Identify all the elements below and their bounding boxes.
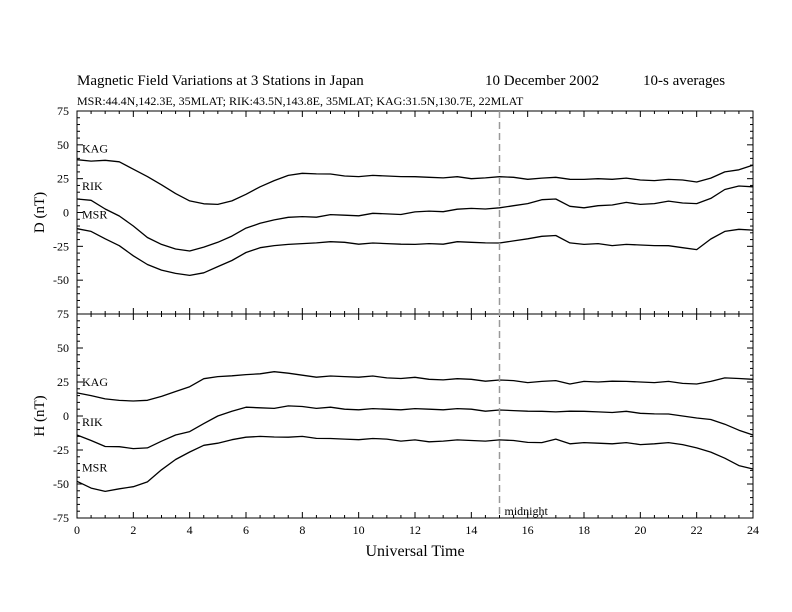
series-label-rik: RIK [82, 415, 103, 429]
series-line-kag [76, 371, 754, 402]
x-tick-label: 14 [465, 523, 477, 537]
x-tick-label: 16 [522, 523, 534, 537]
x-tick-label: 4 [187, 523, 193, 537]
x-tick-label: 10 [353, 523, 365, 537]
x-tick-label: 6 [243, 523, 249, 537]
series-label-msr: MSR [82, 208, 107, 222]
y-tick-label: 0 [63, 206, 69, 220]
y-tick-label: -50 [53, 477, 69, 491]
y-axis-label: H (nT) [32, 395, 48, 436]
series-line-kag [76, 159, 754, 206]
x-axis-label: Universal Time [365, 543, 464, 560]
station-coordinates: MSR:44.4N,142.3E, 35MLAT; RIK:43.5N,143.… [77, 94, 524, 108]
y-tick-label: 75 [57, 307, 69, 321]
y-tick-label: 25 [57, 375, 69, 389]
chart-title: Magnetic Field Variations at 3 Stations … [77, 73, 364, 89]
y-tick-label: 50 [57, 138, 69, 152]
series-label-rik: RIK [82, 179, 103, 193]
series-line-msr [76, 228, 754, 277]
y-tick-label: 50 [57, 341, 69, 355]
series-label-msr: MSR [82, 460, 107, 474]
panel-frame [76, 313, 754, 519]
y-tick-label: -25 [53, 239, 69, 253]
y-axis-label: D (nT) [32, 192, 48, 233]
series-line-rik [76, 185, 754, 252]
y-tick-label: 75 [57, 104, 69, 118]
series-label-kag: KAG [82, 375, 108, 389]
chart-date: 10 December 2002 [485, 73, 600, 89]
x-tick-label: 24 [747, 523, 759, 537]
x-tick-label: 12 [409, 523, 421, 537]
series-label-kag: KAG [82, 142, 108, 156]
midnight-label: midnight [505, 504, 549, 518]
y-tick-label: -75 [53, 511, 69, 525]
x-tick-label: 2 [130, 523, 136, 537]
x-tick-label: 0 [74, 523, 80, 537]
y-tick-label: -25 [53, 443, 69, 457]
x-tick-label: 8 [299, 523, 305, 537]
x-tick-label: 18 [578, 523, 590, 537]
series-line-msr [76, 435, 754, 493]
x-tick-label: 20 [634, 523, 646, 537]
chart-averaging: 10-s averages [643, 73, 726, 89]
y-tick-label: 0 [63, 409, 69, 423]
x-tick-label: 22 [691, 523, 703, 537]
y-tick-label: -50 [53, 273, 69, 287]
series-line-rik [76, 405, 754, 450]
y-tick-label: 25 [57, 172, 69, 186]
